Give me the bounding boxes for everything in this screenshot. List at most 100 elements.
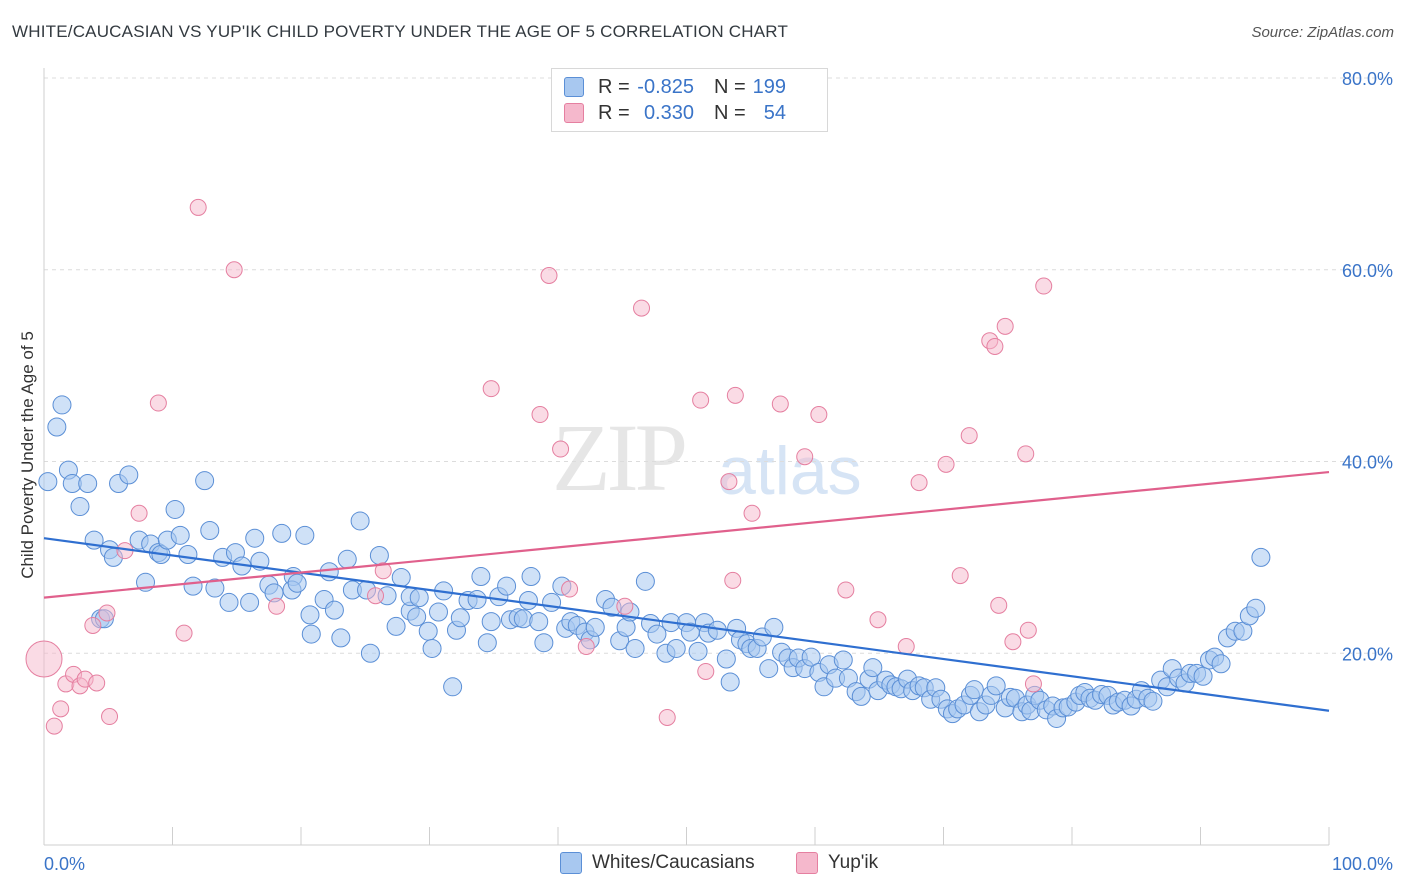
data-point-whites: [70, 497, 90, 517]
data-point-whites: [422, 638, 442, 658]
data-point-yupik: [175, 624, 193, 642]
data-point-whites: [195, 471, 215, 491]
chart-title: WHITE/CAUCASIAN VS YUP'IK CHILD POVERTY …: [12, 22, 789, 41]
data-point-yupik: [990, 596, 1008, 614]
data-point-whites: [287, 573, 307, 593]
data-point-whites: [851, 686, 871, 706]
data-point-whites: [324, 600, 344, 620]
data-point-yupik: [1017, 445, 1035, 463]
data-point-yupik: [960, 427, 978, 445]
data-point-whites: [245, 528, 265, 548]
data-point-whites: [647, 624, 667, 644]
axes: [43, 68, 1330, 846]
data-point-yupik: [771, 395, 789, 413]
data-point-yupik: [374, 562, 392, 580]
data-point-yupik: [1024, 675, 1042, 693]
data-point-yupik: [910, 474, 928, 492]
data-point-yupik: [84, 616, 102, 634]
data-point-whites: [300, 605, 320, 625]
y-tick-label: 80.0%: [1342, 69, 1393, 89]
data-point-yupik: [633, 299, 651, 317]
data-point-yupik: [692, 391, 710, 409]
data-point-whites: [178, 544, 198, 564]
data-point-yupik: [101, 708, 119, 726]
trend-line-yupik: [43, 470, 1330, 599]
data-point-whites: [391, 568, 411, 588]
data-point-yupik: [837, 581, 855, 599]
data-point-yupik: [658, 708, 676, 726]
data-point-yupik: [45, 717, 63, 735]
legend-item-yupik: Yup'ik: [796, 852, 878, 874]
data-point-whites: [418, 621, 438, 641]
trend-line-whites: [43, 537, 1330, 712]
x-tick-label: 0.0%: [44, 854, 85, 874]
n-value: 199: [752, 75, 786, 98]
data-point-yupik: [482, 380, 500, 398]
data-point-whites: [205, 578, 225, 598]
data-point-yupik: [52, 700, 70, 718]
data-point-yupik: [149, 394, 167, 412]
data-point-whites: [428, 602, 448, 622]
data-point-whites: [635, 571, 655, 591]
data-point-whites: [1211, 654, 1231, 674]
watermark-atlas: atlas: [718, 433, 862, 509]
data-point-whites: [78, 474, 98, 494]
legend-row-yupik: R = 0.330 N = 54: [564, 101, 786, 125]
data-point-yupik: [98, 604, 116, 622]
data-point-yupik: [616, 597, 634, 615]
data-point-whites: [764, 617, 784, 637]
data-point-whites: [219, 592, 239, 612]
data-point-yupik: [796, 448, 814, 466]
data-point-whites: [450, 608, 470, 628]
data-point-whites: [964, 680, 984, 700]
data-point-yupik: [726, 386, 744, 404]
data-point-whites: [513, 609, 533, 629]
data-point-yupik: [130, 504, 148, 522]
data-point-whites: [295, 525, 315, 545]
data-point-whites: [38, 472, 58, 492]
data-point-yupik: [531, 406, 549, 424]
data-point-whites: [986, 676, 1006, 696]
data-point-whites: [833, 650, 853, 670]
data-point-whites: [52, 395, 72, 415]
y-tick-label: 40.0%: [1342, 453, 1393, 473]
data-point-whites: [272, 523, 292, 543]
data-point-yupik: [561, 580, 579, 598]
r-label: R =: [598, 101, 630, 124]
data-point-whites: [720, 672, 740, 692]
data-point-whites: [47, 417, 67, 437]
data-point-whites: [337, 549, 357, 569]
data-point-whites: [529, 612, 549, 632]
legend-label-yupik: Yup'ik: [828, 852, 879, 873]
data-point-whites: [534, 633, 554, 653]
x-tick-label: 100.0%: [1332, 854, 1393, 874]
data-point-whites: [1193, 666, 1213, 686]
data-point-whites: [467, 590, 487, 610]
data-point-whites: [443, 677, 463, 697]
data-point-yupik: [189, 198, 207, 216]
data-point-whites: [497, 576, 517, 596]
data-point-yupik: [577, 638, 595, 656]
legend-swatch-pink: [564, 103, 584, 123]
tick-labels: 20.0% 40.0% 60.0% 80.0% 0.0% 100.0%: [44, 69, 1393, 874]
n-value: 54: [763, 101, 786, 124]
data-point-whites: [369, 545, 389, 565]
data-point-whites: [481, 612, 501, 632]
data-point-yupik: [1035, 277, 1053, 295]
legend-row-whites: R = -0.825 N = 199: [564, 75, 786, 99]
r-value: 0.330: [643, 101, 694, 124]
data-point-whites: [666, 638, 686, 658]
data-point-whites: [863, 658, 883, 678]
data-point-whites: [301, 624, 321, 644]
data-point-yupik: [937, 455, 955, 473]
n-label: N =: [714, 101, 746, 124]
legend-swatch-blue: [564, 77, 584, 97]
n-label: N =: [714, 75, 746, 98]
legend-label-whites: Whites/Caucasians: [592, 852, 755, 873]
data-point-whites: [471, 567, 491, 587]
trend-lines: [43, 470, 1330, 712]
legend-swatch-pink: [796, 852, 818, 874]
watermark-zip: ZIP: [552, 404, 688, 511]
data-point-yupik: [88, 674, 106, 692]
